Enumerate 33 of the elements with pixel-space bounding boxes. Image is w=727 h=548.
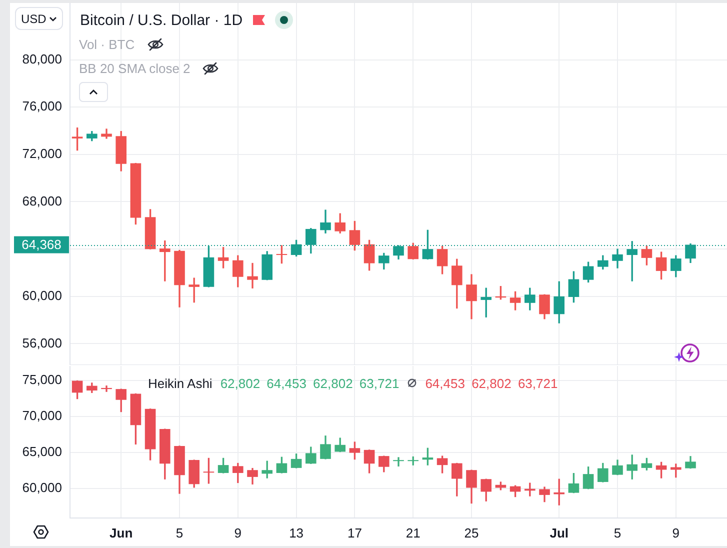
candlestick	[393, 457, 404, 466]
text: Heikin Ashi	[148, 376, 212, 390]
y-axis-title: USD	[21, 12, 46, 26]
y-tick-label: 72,000	[22, 146, 62, 162]
y-tick-label: 70,000	[22, 408, 62, 424]
candlestick	[101, 128, 112, 139]
y-tick-label: 80,000	[22, 51, 62, 66]
ref-line-label: 64,368	[22, 236, 62, 252]
x-tick-label: 13	[289, 525, 304, 540]
y-tick-label: 56,000	[22, 335, 62, 350]
y-tick-label: 76,000	[22, 98, 62, 114]
x-tick-label: 17	[347, 525, 362, 540]
y-tick-label: 68,000	[22, 193, 62, 208]
x-tick-label: 5	[176, 525, 184, 540]
x-tick-label: 9	[672, 525, 680, 540]
x-tick-label: 25	[464, 525, 479, 540]
x-tick-label: 21	[406, 525, 420, 540]
annotation: 62,802 64,453 62,802 63,721	[220, 376, 400, 390]
y-tick-label: 60,000	[22, 288, 62, 303]
x-tick-label: 9	[234, 525, 242, 540]
x-tick-label: Jun	[110, 525, 133, 540]
x-tick-label: Jul	[550, 525, 568, 540]
x-tick-label: 5	[614, 525, 622, 540]
annotation: 64,453 62,802 63,721	[425, 376, 558, 390]
dropdown: USD	[15, 7, 63, 30]
candlestick	[101, 385, 112, 392]
y-tick-label: 75,000	[22, 372, 62, 387]
y-tick-label: 60,000	[22, 480, 62, 496]
annotation: BB 20 SMA close 2	[79, 60, 190, 76]
annotation: Vol · BTC	[79, 36, 135, 52]
text: Bitcoin / U.S. Dollar · 1D	[80, 12, 243, 28]
y-tick-label: 65,000	[22, 444, 62, 460]
candlestick	[247, 262, 258, 288]
